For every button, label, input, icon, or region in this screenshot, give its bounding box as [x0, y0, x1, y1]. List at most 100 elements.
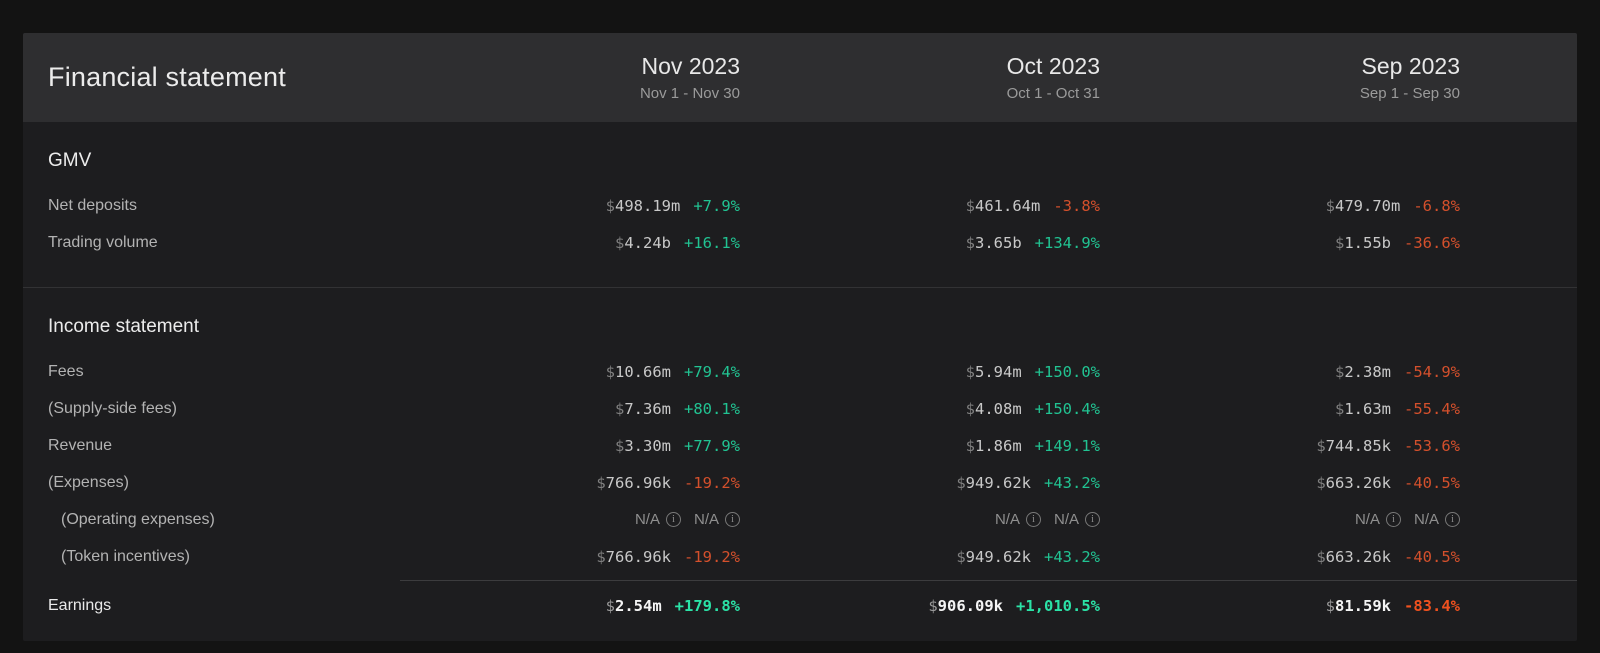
cell-earnings-sep-2023: $81.59k -83.4%	[1100, 597, 1460, 615]
row-label: Trading volume	[48, 233, 158, 251]
amount-value: 3.65b	[975, 233, 1022, 252]
change-percent: +43.2%	[1044, 547, 1100, 566]
cell-earnings-oct-2023: $906.09k +1,010.5%	[740, 597, 1100, 615]
cell-token-incentives-oct-2023: $949.62k +43.2%	[740, 548, 1100, 566]
info-icon[interactable]: i	[1085, 512, 1100, 527]
row-fees: Fees $10.66m +79.4% $5.94m +150.0% $2.38…	[23, 353, 1577, 390]
na-change: N/A i	[1414, 511, 1460, 528]
section-title: Income statement	[48, 316, 200, 337]
amount-value: 10.66m	[615, 362, 671, 381]
amount-value: 766.96k	[605, 547, 671, 566]
amount-value: 2.54m	[615, 596, 662, 615]
amount-value: 498.19m	[615, 196, 681, 215]
cell-token-incentives-nov-2023: $766.96k -19.2%	[380, 548, 740, 566]
na-label: N/A	[1413, 511, 1439, 528]
cell-revenue-nov-2023: $3.30m +77.9%	[380, 437, 740, 455]
change-percent: +149.1%	[1034, 436, 1100, 455]
na-amount: N/A i	[1355, 511, 1401, 528]
amount-value: 949.62k	[965, 473, 1031, 492]
cell-revenue-oct-2023: $1.86m +149.1%	[740, 437, 1100, 455]
amount-value: 663.26k	[1325, 473, 1391, 492]
change-percent: +7.9%	[693, 196, 740, 215]
currency-symbol: $	[614, 233, 625, 252]
change-percent: -83.4%	[1404, 596, 1460, 615]
currency-symbol: $	[1325, 596, 1335, 615]
info-icon[interactable]: i	[1385, 512, 1401, 527]
metric-amount: $7.36m	[615, 400, 671, 418]
change-percent: -6.8%	[1413, 196, 1460, 215]
change-percent: +1,010.5%	[1016, 596, 1100, 615]
metric-amount: $81.59k	[1326, 597, 1391, 615]
cell-net-deposits-sep-2023: $479.70m -6.8%	[1100, 197, 1460, 215]
currency-symbol: $	[965, 233, 975, 252]
currency-symbol: $	[605, 596, 615, 615]
row-operating-expenses: (Operating expenses) N/A i N/A i N/A i N/A i…	[23, 501, 1577, 538]
currency-symbol: $	[965, 362, 975, 381]
na-label: N/A	[994, 511, 1020, 528]
row-revenue: Revenue $3.30m +77.9% $1.86m +149.1% $74…	[23, 427, 1577, 464]
row-label: Revenue	[48, 436, 113, 454]
card-header: Financial statement Nov 2023 Nov 1 - Nov…	[23, 33, 1577, 122]
metric-amount: $1.86m	[966, 437, 1022, 455]
row-label: (Token incentives)	[61, 547, 190, 565]
metric-amount: $949.62k	[956, 548, 1031, 566]
currency-symbol: $	[965, 399, 975, 418]
change-percent: +79.4%	[684, 362, 740, 381]
cell-fees-sep-2023: $2.38m -54.9%	[1100, 363, 1460, 381]
cell-fees-oct-2023: $5.94m +150.0%	[740, 363, 1100, 381]
currency-symbol: $	[605, 196, 615, 215]
change-percent: -53.6%	[1404, 436, 1460, 455]
currency-symbol: $	[1334, 233, 1345, 252]
column-header-sep-2023: Sep 2023 Sep 1 - Sep 30	[1100, 53, 1460, 102]
metric-amount: $1.55b	[1335, 234, 1391, 252]
amount-value: 906.09k	[937, 596, 1003, 615]
row-label: Earnings	[48, 596, 112, 614]
amount-value: 5.94m	[975, 362, 1022, 381]
metric-amount: $3.65b	[966, 234, 1022, 252]
metric-amount: $1.63m	[1335, 400, 1391, 418]
cell-earnings-nov-2023: $2.54m +179.8%	[380, 597, 740, 615]
column-header-nov-2023: Nov 2023 Nov 1 - Nov 30	[380, 53, 740, 102]
cell-expenses-sep-2023: $663.26k -40.5%	[1100, 474, 1460, 492]
cell-supply-side-fees-oct-2023: $4.08m +150.4%	[740, 400, 1100, 418]
change-percent: -36.6%	[1404, 233, 1460, 252]
column-date-range: Oct 1 - Oct 31	[1006, 85, 1100, 102]
metric-amount: $949.62k	[956, 474, 1031, 492]
section-rows: Net deposits $498.19m +7.9% $461.64m -3.…	[23, 187, 1577, 261]
metric-amount: $2.54m	[606, 597, 662, 615]
currency-symbol: $	[1316, 547, 1326, 566]
section-rows: Fees $10.66m +79.4% $5.94m +150.0% $2.38…	[23, 353, 1577, 624]
row-label: (Expenses)	[48, 473, 129, 491]
cell-operating-expenses-nov-2023: N/A i N/A i	[380, 511, 740, 528]
currency-symbol: $	[596, 473, 606, 492]
currency-symbol: $	[614, 436, 625, 455]
amount-value: 1.63m	[1344, 399, 1391, 418]
na-amount: N/A i	[635, 511, 681, 528]
metric-amount: $766.96k	[596, 548, 671, 566]
na-label: N/A	[1354, 511, 1380, 528]
currency-symbol: $	[1316, 473, 1326, 492]
currency-symbol: $	[956, 547, 966, 566]
metric-amount: $663.26k	[1316, 474, 1391, 492]
cell-expenses-nov-2023: $766.96k -19.2%	[380, 474, 740, 492]
amount-value: 461.64m	[975, 196, 1041, 215]
row-label: (Operating expenses)	[61, 510, 215, 528]
row-net-deposits: Net deposits $498.19m +7.9% $461.64m -3.…	[23, 187, 1577, 224]
amount-value: 81.59k	[1335, 596, 1391, 615]
info-icon[interactable]: i	[725, 512, 740, 527]
cell-operating-expenses-oct-2023: N/A i N/A i	[740, 511, 1100, 528]
na-label: N/A	[634, 511, 660, 528]
na-amount: N/A i	[995, 511, 1041, 528]
amount-value: 3.30m	[624, 436, 671, 455]
change-percent: -55.4%	[1404, 399, 1460, 418]
cell-trading-volume-oct-2023: $3.65b +134.9%	[740, 234, 1100, 252]
currency-symbol: $	[965, 436, 975, 455]
info-icon[interactable]: i	[665, 512, 681, 527]
na-label: N/A	[693, 511, 719, 528]
currency-symbol: $	[596, 547, 606, 566]
currency-symbol: $	[614, 399, 625, 418]
row-token-incentives: (Token incentives) $766.96k -19.2% $949.…	[23, 538, 1577, 575]
info-icon[interactable]: i	[1445, 512, 1460, 527]
change-percent: -40.5%	[1404, 473, 1460, 492]
info-icon[interactable]: i	[1025, 512, 1041, 527]
